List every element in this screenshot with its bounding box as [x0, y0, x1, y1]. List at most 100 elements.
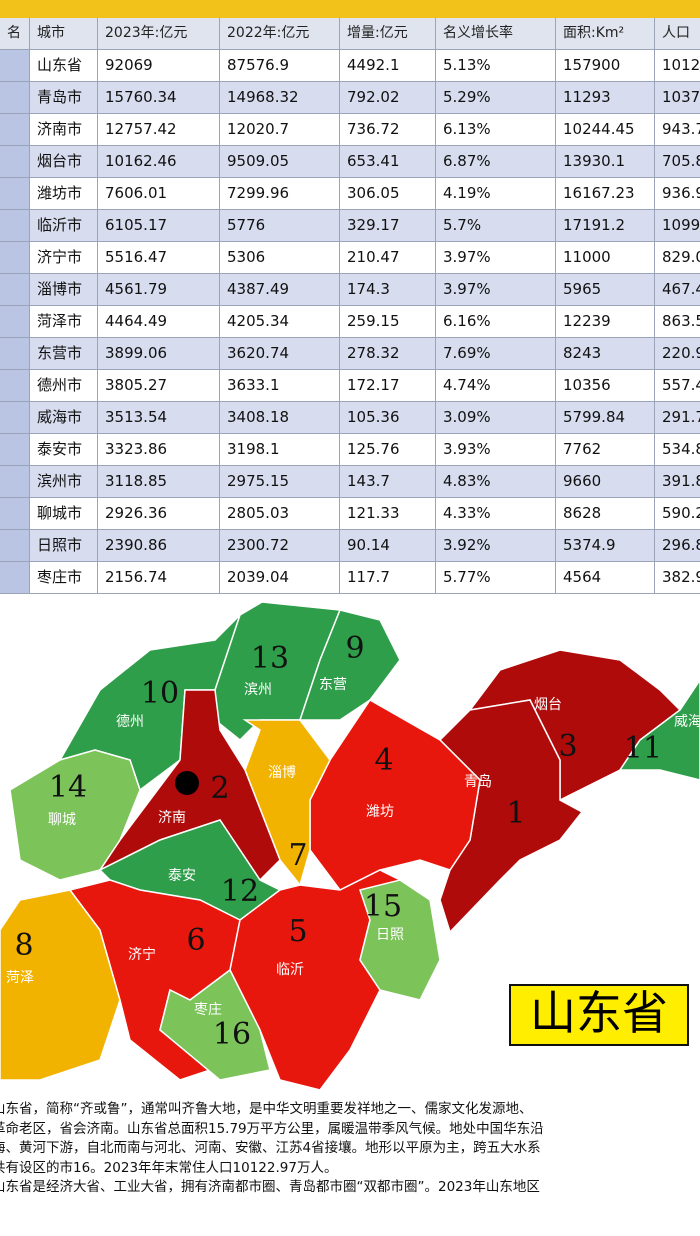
table-cell: 5.13% — [436, 50, 556, 82]
table-cell: 淄博市 — [30, 274, 98, 306]
table-cell: 5.77% — [436, 562, 556, 594]
table-cell: 5799.84 — [556, 402, 655, 434]
header-cell: 名 — [0, 18, 30, 50]
table-cell: 9509.05 — [220, 146, 340, 178]
region — [242, 719, 331, 887]
table-cell: 278.32 — [340, 338, 436, 370]
table-cell: 济南市 — [30, 114, 98, 146]
region-name: 枣庄 — [194, 1001, 222, 1018]
table-cell: 105.36 — [340, 402, 436, 434]
table-cell: 3118.85 — [98, 466, 220, 498]
table-cell: 590.2 — [655, 498, 700, 530]
header-cell: 面积:Km² — [556, 18, 655, 50]
map-title: 山东省 — [530, 986, 668, 1040]
table-cell: 2805.03 — [220, 498, 340, 530]
table-cell — [0, 82, 30, 114]
table-cell: 10244.45 — [556, 114, 655, 146]
region-rank: 14 — [49, 770, 87, 805]
region — [618, 678, 700, 781]
table-cell: 125.76 — [340, 434, 436, 466]
region-name: 泰安 — [168, 868, 196, 884]
region-name: 济宁 — [128, 946, 156, 963]
table-cell — [0, 370, 30, 402]
table-cell — [0, 530, 30, 562]
table-cell: 13930.1 — [556, 146, 655, 178]
region-name: 聊城 — [48, 812, 76, 828]
region-name: 日照 — [376, 927, 404, 943]
text-line: 山东省，简称“齐或鲁”，通常叫齐鲁大地，是中华文明重要发祥地之一、儒家文化发源地… — [0, 1101, 533, 1117]
region-name: 青岛 — [464, 774, 492, 790]
table-cell: 济宁市 — [30, 242, 98, 274]
table-cell: 4.83% — [436, 466, 556, 498]
region-name: 威海 — [674, 714, 700, 730]
region-rank: 10 — [141, 676, 179, 711]
table-cell: 172.17 — [340, 370, 436, 402]
table-cell: 3.97% — [436, 242, 556, 274]
table-cell — [0, 402, 30, 434]
table-cell: 3323.86 — [98, 434, 220, 466]
table-cell: 10356 — [556, 370, 655, 402]
table-cell: 5965 — [556, 274, 655, 306]
description: 山东省，简称“齐或鲁”，通常叫齐鲁大地，是中华文明重要发祥地之一、儒家文化发源地… — [0, 1100, 700, 1198]
table-cell — [0, 210, 30, 242]
region-name: 济南 — [158, 810, 186, 826]
region-name: 淄博 — [268, 764, 296, 781]
table-cell: 7762 — [556, 434, 655, 466]
table-cell: 705.8 — [655, 146, 700, 178]
table-cell: 2300.72 — [220, 530, 340, 562]
table-cell — [0, 146, 30, 178]
region-rank: 11 — [624, 731, 662, 766]
table-cell: 2975.15 — [220, 466, 340, 498]
region-rank: 5 — [288, 914, 307, 949]
table-cell: 3408.18 — [220, 402, 340, 434]
table-cell: 山东省 — [30, 50, 98, 82]
region-name: 烟台 — [534, 697, 562, 713]
table-cell: 863.5 — [655, 306, 700, 338]
table-cell: 日照市 — [30, 530, 98, 562]
title-band — [0, 0, 700, 18]
table-cell: 8628 — [556, 498, 655, 530]
table-cell: 5.7% — [436, 210, 556, 242]
table-cell: 17191.2 — [556, 210, 655, 242]
table-cell: 聊城市 — [30, 498, 98, 530]
region-rank: 13 — [251, 641, 289, 676]
region-name: 临沂 — [276, 962, 304, 978]
table-cell: 3.09% — [436, 402, 556, 434]
table-cell: 5516.47 — [98, 242, 220, 274]
region — [298, 609, 401, 721]
table-cell: 306.05 — [340, 178, 436, 210]
table-cell: 7606.01 — [98, 178, 220, 210]
table-cell: 829.0 — [655, 242, 700, 274]
table-cell: 12020.7 — [220, 114, 340, 146]
text-line: 共有设区的市16。2023年年末常住人口10122.97万人。 — [0, 1159, 338, 1176]
table-cell: 4464.49 — [98, 306, 220, 338]
region-rank: 7 — [288, 838, 307, 873]
region-name: 潍坊 — [366, 804, 394, 820]
region-rank: 8 — [14, 928, 33, 963]
region-name: 菏泽 — [6, 970, 34, 986]
table-cell — [0, 434, 30, 466]
table-cell: 4387.49 — [220, 274, 340, 306]
table-cell — [0, 178, 30, 210]
table-cell: 5776 — [220, 210, 340, 242]
table-cell: 117.7 — [340, 562, 436, 594]
table-cell: 16167.23 — [556, 178, 655, 210]
header-cell: 名义增长率 — [436, 18, 556, 50]
table-cell: 3899.06 — [98, 338, 220, 370]
table-cell: 6.13% — [436, 114, 556, 146]
table-cell: 4.74% — [436, 370, 556, 402]
region-rank: 3 — [558, 729, 577, 764]
table-cell: 7.69% — [436, 338, 556, 370]
table-cell: 滨州市 — [30, 466, 98, 498]
table-cell: 936.9 — [655, 178, 700, 210]
text-line: 革命老区，省会济南。山东省总面积15.79万平方公里，属暖温带季风气候。地处中国… — [0, 1120, 544, 1137]
region-rank: 2 — [210, 771, 229, 806]
region-rank: 1 — [506, 796, 525, 831]
table-cell: 6.87% — [436, 146, 556, 178]
region-name: 德州 — [116, 714, 144, 730]
header-cell: 城市 — [30, 18, 98, 50]
table: 名城市 2023年:亿元 2022年:亿元 增量:亿元 名义增长率 面积:Km² 人口 山东省… — [0, 18, 700, 596]
capital-dot — [175, 771, 199, 795]
table-cell: 792.02 — [340, 82, 436, 114]
